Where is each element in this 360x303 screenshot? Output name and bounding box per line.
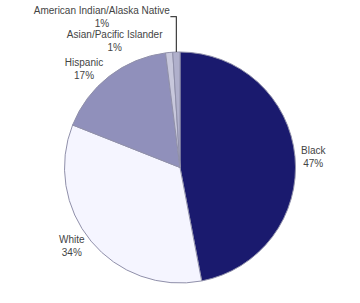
svg-text:Asian/Pacific Islander1%: Asian/Pacific Islander1% [67,29,163,53]
svg-text:American Indian/Alaska Native1: American Indian/Alaska Native1% [34,5,171,29]
svg-text:Hispanic17%: Hispanic17% [65,57,103,81]
svg-text:White34%: White34% [59,234,85,258]
svg-text:Black47%: Black47% [301,145,326,169]
